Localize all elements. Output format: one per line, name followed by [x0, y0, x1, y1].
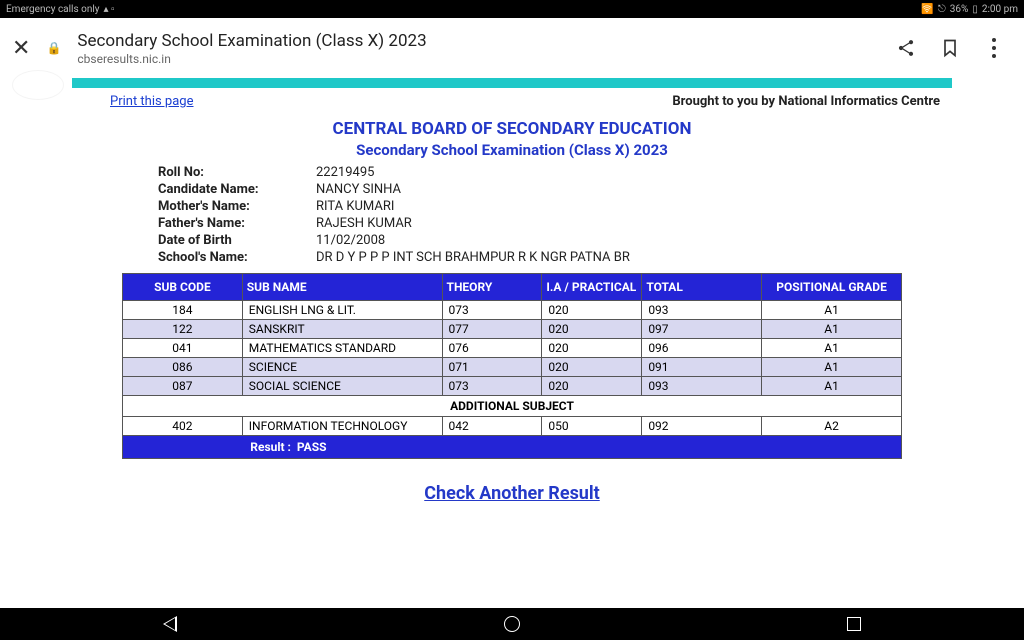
value-school: DR D Y P P P INT SCH BRAHMPUR R K NGR PA…: [316, 250, 630, 265]
data-icon: ⎋: [938, 4, 946, 15]
th-name: SUB NAME: [242, 274, 442, 301]
label-father: Father's Name:: [158, 216, 316, 231]
results-table: SUB CODE SUB NAME THEORY I.A / PRACTICAL…: [122, 273, 902, 459]
table-row: 086SCIENCE071020091A1: [123, 358, 902, 377]
th-total: TOTAL: [642, 274, 762, 301]
signal-icon: ▴ ▫: [104, 4, 115, 15]
label-candidate: Candidate Name:: [158, 182, 316, 197]
print-link[interactable]: Print this page: [110, 94, 194, 109]
check-another-link[interactable]: Check Another Result: [0, 483, 1024, 504]
result-row: Result : PASS: [123, 436, 902, 459]
label-roll: Roll No:: [158, 165, 316, 180]
battery-text: 36%: [950, 4, 969, 15]
menu-icon[interactable]: [984, 38, 1004, 58]
th-grade: POSITIONAL GRADE: [762, 274, 902, 301]
page-content: Print this page Brought to you by Nation…: [0, 78, 1024, 504]
home-button[interactable]: [504, 616, 520, 632]
android-status-bar: Emergency calls only ▴ ▫ 🛜 ⎋ 36% ▯ 2:00 …: [0, 0, 1024, 18]
candidate-details: Roll No:22219495 Candidate Name:NANCY SI…: [158, 165, 1024, 265]
heading-sub: Secondary School Examination (Class X) 2…: [0, 141, 1024, 159]
page-title: Secondary School Examination (Class X) 2…: [77, 31, 880, 51]
heading-main: CENTRAL BOARD OF SECONDARY EDUCATION: [0, 119, 1024, 139]
android-nav-bar: [0, 608, 1024, 640]
battery-icon: ▯: [972, 4, 978, 15]
browser-toolbar: ✕ 🔒 Secondary School Examination (Class …: [0, 18, 1024, 78]
page-url: cbseresults.nic.in: [77, 52, 880, 66]
lock-icon: 🔒: [46, 41, 61, 55]
status-text: Emergency calls only: [6, 4, 100, 15]
recents-button[interactable]: [847, 617, 861, 631]
credit-text: Brought to you by National Informatics C…: [672, 94, 940, 109]
table-row: 087SOCIAL SCIENCE073020093A1: [123, 377, 902, 396]
value-candidate: NANCY SINHA: [316, 182, 401, 197]
table-row: 122SANSKRIT077020097A1: [123, 320, 902, 339]
th-ia: I.A / PRACTICAL: [542, 274, 642, 301]
table-row: 184ENGLISH LNG & LIT.073020093A1: [123, 301, 902, 320]
table-row: 041MATHEMATICS STANDARD076020096A1: [123, 339, 902, 358]
close-icon[interactable]: ✕: [12, 36, 30, 61]
additional-subject-row: ADDITIONAL SUBJECT: [123, 396, 902, 417]
clock-text: 2:00 pm: [982, 4, 1018, 15]
back-button[interactable]: [163, 616, 177, 632]
value-dob: 11/02/2008: [316, 233, 385, 248]
value-father: RAJESH KUMAR: [316, 216, 412, 231]
table-header-row: SUB CODE SUB NAME THEORY I.A / PRACTICAL…: [123, 274, 902, 301]
table-row: 402INFORMATION TECHNOLOGY042050092A2: [123, 417, 902, 436]
value-roll: 22219495: [316, 165, 374, 180]
label-dob: Date of Birth: [158, 233, 316, 248]
header-banner: [72, 78, 952, 88]
label-mother: Mother's Name:: [158, 199, 316, 214]
label-school: School's Name:: [158, 250, 316, 265]
th-code: SUB CODE: [123, 274, 243, 301]
share-icon[interactable]: [896, 38, 916, 58]
bookmark-icon[interactable]: [940, 38, 960, 58]
value-mother: RITA KUMARI: [316, 199, 394, 214]
th-theory: THEORY: [442, 274, 542, 301]
wifi-icon: 🛜: [921, 4, 933, 15]
